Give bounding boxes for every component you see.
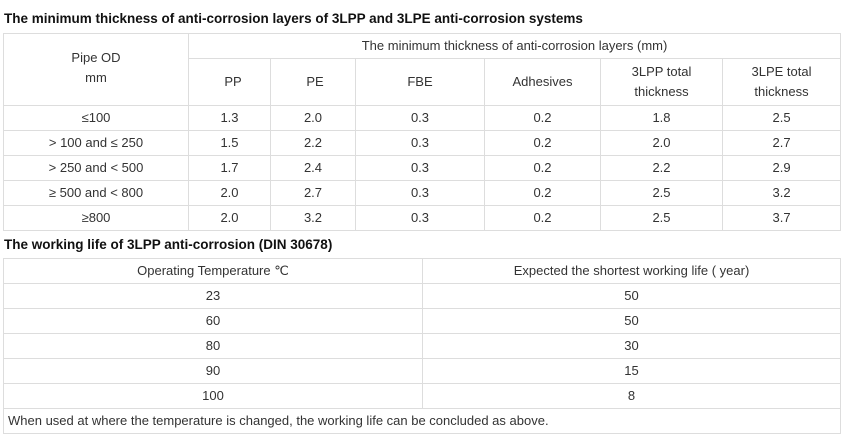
cell: 2.9 [721,155,842,181]
corner-cell: Pipe OD mm [3,33,189,106]
cell: 0.2 [484,155,601,181]
cell: 0.3 [355,180,485,206]
cell: > 250 and < 500 [3,155,189,181]
cell: 0.2 [484,130,601,156]
cell: ≥800 [3,205,189,231]
row: 23 50 [3,283,841,309]
cell: 100 [3,383,423,409]
cell: ≥ 500 and < 800 [3,180,189,206]
cell: ≤100 [3,105,189,131]
cell: 3.7 [721,205,842,231]
row: 100 8 [3,383,841,409]
cell: 0.3 [355,105,485,131]
cell: 2.4 [270,155,356,181]
cell: 2.2 [270,130,356,156]
column-header: 3LPP total thickness [600,58,723,106]
cell: 23 [3,283,423,309]
corner-unit: mm [85,70,107,85]
row: 60 50 [3,308,841,334]
column-header: Expected the shortest working life ( yea… [422,258,841,284]
column-header: Adhesives [484,58,601,106]
cell: 50 [422,283,841,309]
column-header: 3LPE total thickness [721,58,842,106]
column-label: FBE [407,74,433,89]
cell: 2.0 [270,105,356,131]
cell: 2.0 [600,130,723,156]
cell: 2.7 [721,130,842,156]
cell: 2.2 [600,155,723,181]
cell: 50 [422,308,841,334]
cell: 0.2 [484,180,601,206]
table-title: The minimum thickness of anti-corrosion … [4,11,583,26]
cell: 2.5 [600,205,723,231]
column-header: FBE [355,58,485,106]
cell: 2.0 [188,180,271,206]
group-header: The minimum thickness of anti-corrosion … [187,33,842,59]
row: > 100 and ≤ 250 1.5 2.2 0.3 0.2 2.0 2.7 [3,130,842,156]
cell: 2.7 [270,180,356,206]
cell: 0.3 [355,130,485,156]
cell: 1.8 [600,105,723,131]
row: ≤100 1.3 2.0 0.3 0.2 1.8 2.5 [3,105,842,131]
note: When used at where the temperature is ch… [3,408,841,434]
cell: 60 [3,308,423,334]
column-header: PE [270,58,356,106]
working-life-table: Operating Temperature ℃ Expected the shor… [3,258,841,434]
cell: 3.2 [270,205,356,231]
cell: 80 [3,333,423,359]
table-title: The working life of 3LPP anti-corrosion … [4,237,333,252]
column-label: PP [224,74,242,89]
cell: 90 [3,358,423,384]
cell: 1.7 [188,155,271,181]
column-header: Operating Temperature ℃ [3,258,423,284]
row: ≥800 2.0 3.2 0.3 0.2 2.5 3.7 [3,205,842,231]
thickness-table: Pipe OD mm The minimum thickness of anti-… [3,33,842,231]
column-label: 3LPE total thickness [751,64,812,99]
cell: 3.2 [721,180,842,206]
row: 90 15 [3,358,841,384]
cell: 2.5 [721,105,842,131]
cell: 2.5 [600,180,723,206]
row: When used at where the temperature is ch… [3,408,841,434]
cell: 0.3 [355,205,485,231]
cell: 8 [422,383,841,409]
column-label: Adhesives [512,74,573,89]
cell: 1.5 [188,130,271,156]
cell: 15 [422,358,841,384]
column-header: PP [188,58,271,106]
cell: 2.0 [188,205,271,231]
column-label: 3LPP total thickness [631,64,692,99]
column-label: PE [306,74,324,89]
cell: 30 [422,333,841,359]
cell: 1.3 [188,105,271,131]
row: ≥ 500 and < 800 2.0 2.7 0.3 0.2 2.5 3.2 [3,180,842,206]
cell: > 100 and ≤ 250 [3,130,189,156]
cell: 0.2 [484,105,601,131]
cell: 0.3 [355,155,485,181]
cell: 0.2 [484,205,601,231]
corner: Pipe OD [71,50,121,65]
row: 80 30 [3,333,841,359]
row: > 250 and < 500 1.7 2.4 0.3 0.2 2.2 2.9 [3,155,842,181]
